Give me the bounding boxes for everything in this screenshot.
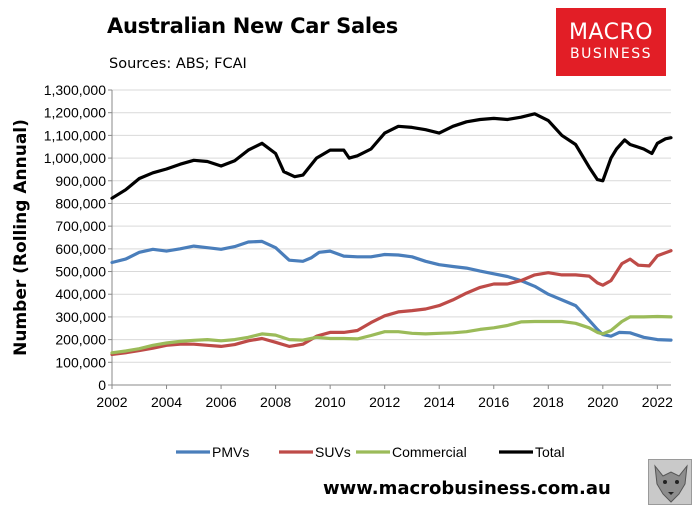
y-tick-label: 700,000 [55,218,106,234]
series-line-total [110,112,673,200]
x-tick-label: 2012 [369,394,400,410]
y-tick-label: 1,200,000 [44,105,106,121]
y-tick-label: 600,000 [55,241,106,257]
legend-label-total: Total [535,444,565,460]
y-tick-label: 200,000 [55,332,106,348]
y-tick-label: 400,000 [55,286,106,302]
y-tick-label: 1,000,000 [44,150,106,166]
y-tick-label: 800,000 [55,195,106,211]
y-tick-label: 1,100,000 [44,127,106,143]
x-tick-label: 2002 [96,394,127,410]
x-tick-label: 2014 [424,394,455,410]
y-tick-label: 900,000 [55,173,106,189]
macrobusiness-logo[interactable]: MACRO BUSINESS [556,8,666,76]
y-tick-label: 1,300,000 [44,82,106,98]
logo-line-1: MACRO [568,20,654,45]
chart-source: Sources: ABS; FCAI [109,56,247,72]
chart-title: Australian New Car Sales [107,14,398,38]
legend-label-commercial: Commercial [392,444,467,460]
y-tick-label: 100,000 [55,354,106,370]
legend-label-pmvs: PMVs [212,444,249,460]
x-tick-label: 2016 [478,394,509,410]
series-line-commercial [110,314,673,355]
logo-line-2: BUSINESS [570,46,652,62]
x-tick-label: 2006 [205,394,236,410]
x-tick-label: 2004 [151,394,182,410]
x-tick-label: 2008 [260,394,291,410]
series-line-pmvs [110,239,673,342]
series-line-suvs [110,249,673,356]
x-tick-label: 2020 [587,394,618,410]
y-tick-label: 300,000 [55,309,106,325]
wolf-mascot-logo [648,459,692,505]
y-tick-label: 0 [98,377,106,393]
x-tick-label: 2022 [642,394,673,410]
website-url[interactable]: www.macrobusiness.com.au [323,478,611,499]
x-tick-label: 2010 [315,394,346,410]
y-axis-label: Number (Rolling Annual) [11,119,31,356]
legend-label-suvs: SUVs [315,444,351,460]
x-tick-label: 2018 [533,394,564,410]
y-tick-label: 500,000 [55,264,106,280]
